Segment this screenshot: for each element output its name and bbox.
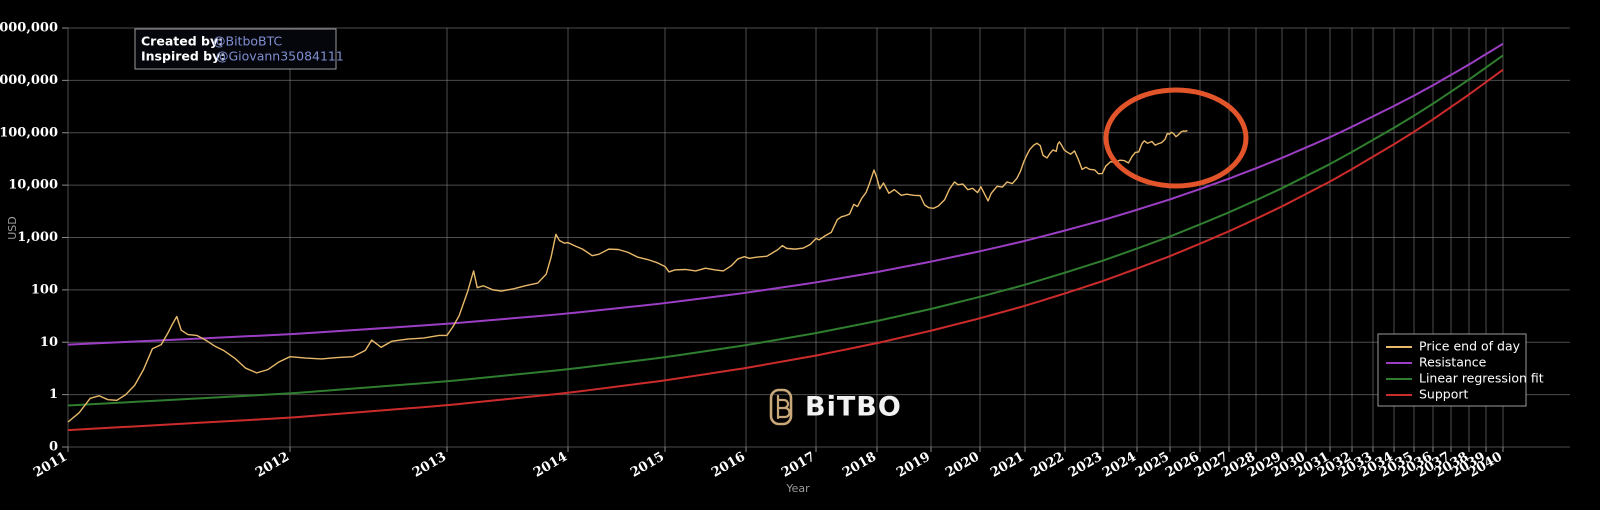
highlight-ellipse	[1103, 87, 1249, 189]
y-tick-label: 10	[40, 335, 58, 350]
bitbo-watermark: BiTBO	[769, 388, 902, 426]
credits-box: Created by: @BitboBTC Inspired by: @Giov…	[134, 28, 344, 70]
bitbo-watermark-text: BiTBO	[805, 392, 902, 423]
created-by-label: Created by:	[141, 34, 223, 49]
y-tick-label: 10,000,000	[0, 21, 58, 36]
y-tick-label: 1	[49, 387, 58, 402]
legend-label: Price end of day	[1419, 339, 1521, 354]
inspired-by-label: Inspired by:	[141, 49, 225, 64]
x-axis-title: Year	[785, 482, 810, 495]
data-series	[67, 42, 1504, 432]
legend-label: Resistance	[1419, 355, 1487, 370]
y-axis-title: USD	[6, 216, 19, 240]
series-line-price-end-of-day	[67, 129, 1188, 423]
legend-label: Linear regression fit	[1419, 371, 1544, 386]
y-tick-label: 100	[31, 282, 58, 297]
series-line-linear-regression-fit	[67, 54, 1504, 407]
legend-label: Support	[1419, 387, 1469, 402]
credits-box-background	[134, 28, 337, 70]
y-tick-label: 0	[49, 440, 58, 455]
series-line-support	[67, 68, 1504, 432]
series-line-resistance	[67, 42, 1504, 346]
y-tick-label: 1,000,000	[0, 73, 58, 88]
inspired-by-handle[interactable]: @Giovann35084111	[216, 49, 344, 64]
y-axis-ticks: 10,000,0001,000,000100,00010,0001,000100…	[0, 21, 68, 455]
created-by-handle[interactable]: @BitboBTC	[213, 34, 283, 49]
bitbo-logo-icon	[769, 388, 793, 426]
y-tick-label: 10,000	[8, 178, 58, 193]
y-tick-label: 100,000	[0, 125, 58, 140]
y-tick-label: 1,000	[17, 230, 58, 245]
